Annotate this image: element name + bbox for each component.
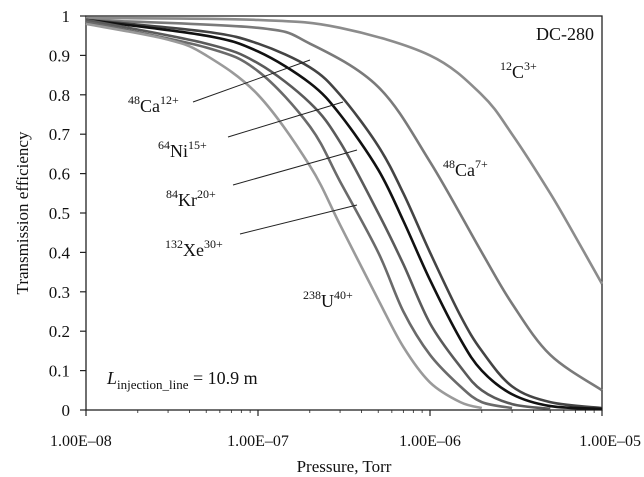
y-tick-label: 0.8 [49, 86, 70, 105]
injection-subscript: injection_line [117, 377, 189, 392]
label-mass-number: 84 [166, 187, 178, 201]
series-line-132-xe-30plus [85, 20, 513, 410]
label-element: Ca [140, 96, 160, 116]
y-tick-label: 0.1 [49, 362, 70, 381]
label-charge: 12+ [160, 93, 179, 107]
y-tick-label: 0.3 [49, 283, 70, 302]
series-label-12-c: 12C3+ [500, 59, 537, 82]
label-element: Xe [183, 240, 204, 260]
x-tick-label: 1.00E–05 [579, 433, 641, 450]
y-tick-label: 1 [62, 7, 71, 26]
label-element: Kr [178, 190, 197, 210]
y-tick-label: 0.6 [49, 165, 70, 184]
label-charge: 20+ [197, 187, 216, 201]
label-element: U [321, 291, 334, 311]
y-axis-ticks: 0 0.1 0.2 0.3 0.4 0.5 0.6 0.7 0.8 0.9 1 [49, 7, 86, 420]
y-tick-label: 0.2 [49, 322, 70, 341]
series-label-48-ca: 48Ca7+ [443, 157, 488, 180]
label-mass-number: 48 [443, 157, 455, 171]
label-charge: 30+ [204, 237, 223, 251]
label-charge: 40+ [334, 288, 353, 302]
leader-line-64-ni [227, 101, 344, 138]
series-layer [85, 16, 604, 411]
series-line-48-ca-7plus [85, 18, 603, 392]
y-tick-label: 0 [62, 401, 71, 420]
label-charge: 3+ [524, 59, 537, 73]
series-label-48-ca: 48Ca12+ [128, 93, 179, 116]
series-label-64-ni: 64Ni15+ [158, 138, 207, 161]
label-charge: 15+ [188, 138, 207, 152]
label-mass-number: 12 [500, 59, 512, 73]
y-tick-label: 0.4 [49, 243, 71, 262]
label-mass-number: 238 [303, 288, 321, 302]
label-element: C [512, 62, 524, 82]
injection-symbol: L [106, 368, 117, 388]
leader-lines [192, 59, 358, 235]
x-tick-label: 1.00E–08 [50, 433, 112, 450]
series-line-48-ca-12plus [85, 18, 603, 410]
series-label-132-xe: 132Xe30+ [165, 237, 223, 260]
series-line-238-u-40plus [85, 22, 483, 410]
series-label-238-u: 238U40+ [303, 288, 353, 311]
series-line-12-c-3plus [85, 16, 604, 285]
label-element: Ni [170, 141, 188, 161]
injection-value: = 10.9 m [189, 368, 258, 388]
y-tick-label: 0.5 [49, 204, 70, 223]
injection-line-annotation: Linjection_line = 10.9 m [106, 368, 258, 392]
series-line-84-kr-20plus [85, 18, 551, 411]
label-mass-number: 132 [165, 237, 183, 251]
leader-line-48-ca [192, 59, 311, 103]
x-tick-label: 1.00E–07 [227, 433, 289, 450]
series-labels: 12C3+48Ca7+48Ca12+64Ni15+84Kr20+132Xe30+… [128, 59, 537, 311]
y-axis-label: Transmission efficiency [13, 131, 32, 294]
y-tick-label: 0.9 [49, 46, 70, 65]
machine-label: DC-280 [536, 24, 594, 44]
x-axis-label: Pressure, Torr [297, 457, 392, 476]
series-label-84-kr: 84Kr20+ [166, 187, 216, 210]
label-element: Ca [455, 160, 475, 180]
y-tick-label: 0.7 [49, 125, 71, 144]
x-tick-label: 1.00E–06 [399, 433, 461, 450]
leader-line-132-xe [239, 204, 358, 235]
label-mass-number: 64 [158, 138, 170, 152]
label-mass-number: 48 [128, 93, 140, 107]
leader-line-84-kr [232, 149, 358, 186]
label-charge: 7+ [475, 157, 488, 171]
plot-frame [85, 15, 603, 411]
series-line-64-ni-15plus [85, 18, 603, 411]
x-axis-ticks: 1.00E–08 1.00E–07 1.00E–06 1.00E–05 [50, 410, 641, 450]
